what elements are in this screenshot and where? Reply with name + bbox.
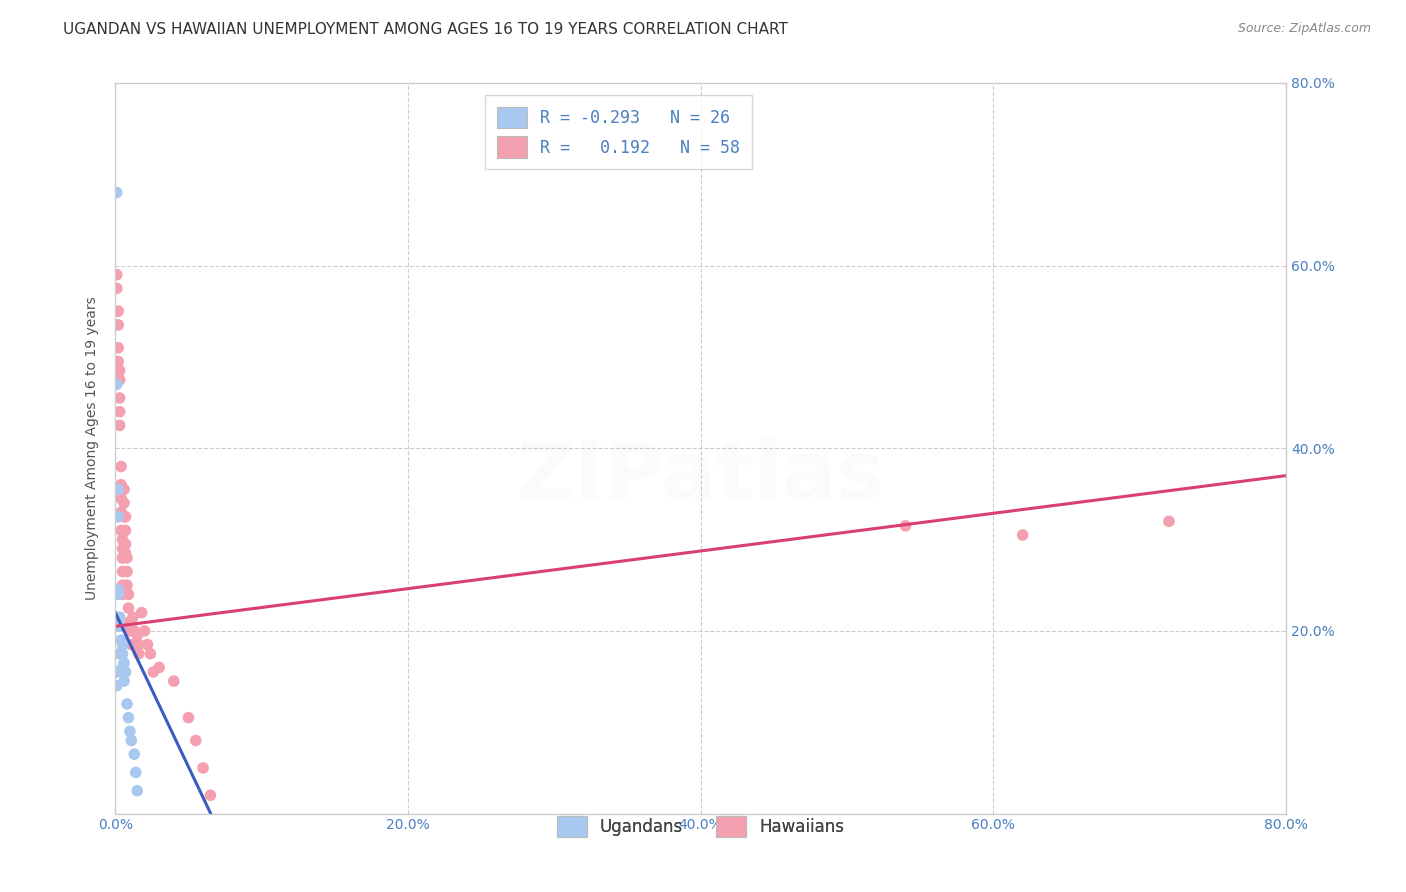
Point: [142, 665, 165, 679]
Point: [184, 733, 207, 747]
Point: [111, 550, 134, 565]
Point: [136, 638, 159, 652]
Point: [111, 638, 134, 652]
Text: ZIPatlas: ZIPatlas: [516, 439, 884, 516]
Point: [1157, 514, 1180, 528]
Point: [112, 674, 135, 689]
Point: [105, 679, 128, 693]
Point: [107, 483, 129, 497]
Point: [120, 733, 142, 747]
Point: [105, 268, 128, 282]
Point: [107, 582, 129, 597]
Point: [124, 624, 146, 638]
Text: Source: ZipAtlas.com: Source: ZipAtlas.com: [1237, 22, 1371, 36]
Point: [894, 519, 917, 533]
Point: [107, 341, 129, 355]
Point: [191, 761, 214, 775]
Point: [114, 537, 136, 551]
Point: [127, 628, 149, 642]
Point: [114, 665, 136, 679]
Point: [163, 674, 186, 689]
Point: [128, 638, 150, 652]
Point: [134, 624, 156, 638]
Point: [112, 483, 135, 497]
Point: [111, 660, 134, 674]
Point: [111, 550, 134, 565]
Point: [111, 578, 134, 592]
Point: [107, 304, 129, 318]
Point: [117, 601, 139, 615]
Point: [111, 565, 134, 579]
Point: [114, 509, 136, 524]
Point: [121, 610, 143, 624]
Point: [108, 647, 131, 661]
Point: [118, 724, 141, 739]
Point: [107, 354, 129, 368]
Point: [108, 363, 131, 377]
Point: [117, 587, 139, 601]
Point: [105, 186, 128, 200]
Point: [112, 509, 135, 524]
Point: [108, 373, 131, 387]
Point: [107, 509, 129, 524]
Point: [177, 711, 200, 725]
Point: [105, 377, 128, 392]
Point: [108, 418, 131, 433]
Point: [107, 587, 129, 601]
Legend: Ugandans, Hawaiians: Ugandans, Hawaiians: [546, 805, 856, 849]
Point: [120, 638, 142, 652]
Point: [114, 524, 136, 538]
Point: [110, 459, 132, 474]
Point: [124, 747, 146, 761]
Point: [127, 783, 149, 797]
Point: [105, 665, 128, 679]
Point: [148, 660, 170, 674]
Point: [112, 656, 135, 670]
Point: [110, 477, 132, 491]
Point: [110, 647, 132, 661]
Point: [115, 578, 138, 592]
Point: [200, 789, 222, 803]
Point: [118, 615, 141, 629]
Point: [111, 541, 134, 556]
Point: [110, 491, 132, 506]
Point: [107, 318, 129, 332]
Point: [118, 619, 141, 633]
Point: [108, 391, 131, 405]
Point: [108, 619, 131, 633]
Text: UGANDAN VS HAWAIIAN UNEMPLOYMENT AMONG AGES 16 TO 19 YEARS CORRELATION CHART: UGANDAN VS HAWAIIAN UNEMPLOYMENT AMONG A…: [63, 22, 789, 37]
Point: [108, 405, 131, 419]
Point: [131, 606, 153, 620]
Point: [105, 281, 128, 295]
Point: [111, 647, 134, 661]
Point: [115, 550, 138, 565]
Point: [115, 565, 138, 579]
Point: [110, 505, 132, 519]
Point: [125, 765, 148, 780]
Point: [114, 546, 136, 560]
Point: [117, 711, 139, 725]
Point: [139, 647, 162, 661]
Point: [112, 496, 135, 510]
Point: [108, 610, 131, 624]
Y-axis label: Unemployment Among Ages 16 to 19 years: Unemployment Among Ages 16 to 19 years: [86, 296, 100, 600]
Point: [115, 697, 138, 711]
Point: [110, 633, 132, 648]
Point: [128, 647, 150, 661]
Point: [111, 533, 134, 547]
Point: [118, 624, 141, 638]
Point: [110, 524, 132, 538]
Point: [111, 587, 134, 601]
Point: [1011, 528, 1033, 542]
